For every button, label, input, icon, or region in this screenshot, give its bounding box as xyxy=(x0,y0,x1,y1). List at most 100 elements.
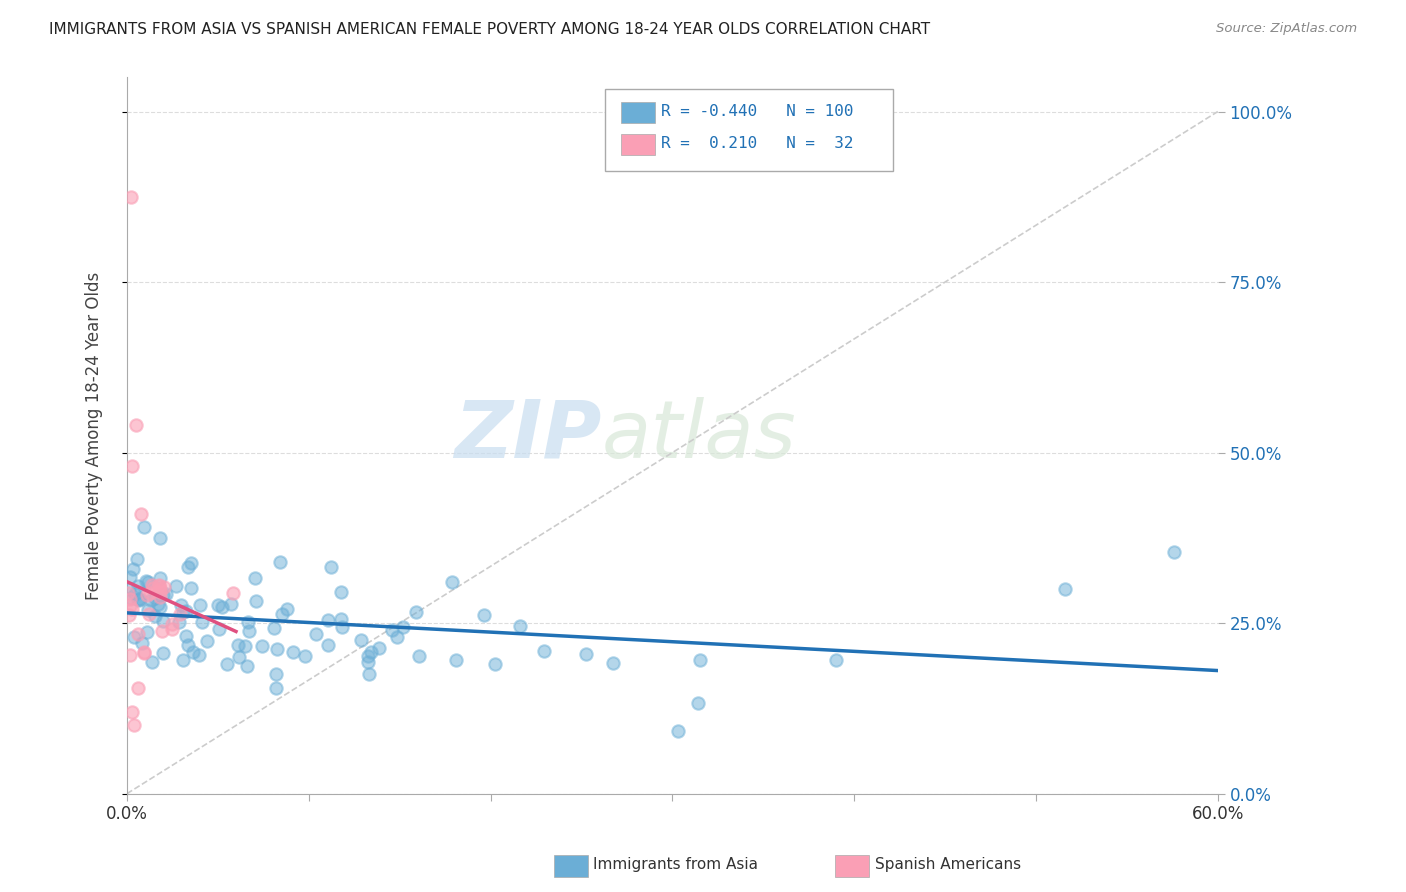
Point xyxy=(233,639,256,653)
Point xyxy=(221,598,243,612)
Point xyxy=(121,705,143,719)
Point xyxy=(441,574,464,589)
Point xyxy=(149,531,172,545)
Text: atlas: atlas xyxy=(602,397,796,475)
Point xyxy=(266,642,288,657)
Point xyxy=(152,588,174,602)
Point xyxy=(236,615,259,630)
Point xyxy=(143,591,166,605)
Point xyxy=(332,620,354,634)
Point xyxy=(270,607,292,621)
Text: ZIP: ZIP xyxy=(454,397,602,475)
Point xyxy=(367,641,389,656)
Point xyxy=(170,598,193,612)
Point xyxy=(136,602,159,616)
Point xyxy=(122,718,145,732)
Point xyxy=(197,633,219,648)
Point xyxy=(575,648,598,662)
Point xyxy=(127,626,149,640)
Point xyxy=(118,648,141,662)
Point xyxy=(143,609,166,624)
Point xyxy=(150,624,173,639)
Point xyxy=(1054,582,1077,596)
Point xyxy=(138,607,160,621)
Point xyxy=(165,579,187,593)
Point xyxy=(444,653,467,667)
Point xyxy=(153,580,176,594)
Point xyxy=(155,587,177,601)
Point xyxy=(281,645,304,659)
Point xyxy=(121,562,143,576)
Point xyxy=(125,418,148,433)
Point xyxy=(177,638,200,652)
Point xyxy=(350,633,373,648)
Point xyxy=(276,601,298,615)
Point xyxy=(250,639,273,653)
Point xyxy=(329,585,352,599)
Point xyxy=(222,586,245,600)
Point xyxy=(117,586,139,600)
Point xyxy=(136,588,159,602)
Point xyxy=(118,599,141,614)
Point xyxy=(162,617,184,632)
Point xyxy=(177,560,200,574)
Point xyxy=(294,648,316,663)
Point xyxy=(172,653,194,667)
Point xyxy=(124,630,146,644)
Point xyxy=(263,621,285,635)
Point xyxy=(120,591,142,605)
Point xyxy=(304,626,326,640)
Point xyxy=(120,190,142,204)
Text: Source: ZipAtlas.com: Source: ZipAtlas.com xyxy=(1216,22,1357,36)
Point xyxy=(188,598,211,612)
Point xyxy=(132,520,155,534)
Point xyxy=(131,635,153,649)
Point xyxy=(266,681,288,695)
Point xyxy=(215,657,238,671)
Point xyxy=(148,579,170,593)
Point xyxy=(387,631,409,645)
Point xyxy=(357,656,380,670)
Point xyxy=(121,459,143,474)
Point xyxy=(149,585,172,599)
Point xyxy=(142,582,165,596)
Point xyxy=(472,607,495,622)
Point xyxy=(127,579,149,593)
Point xyxy=(405,605,427,619)
Point xyxy=(180,581,202,595)
Text: Immigrants from Asia: Immigrants from Asia xyxy=(593,857,758,871)
Text: R = -0.440   N = 100: R = -0.440 N = 100 xyxy=(661,104,853,119)
Point xyxy=(128,593,150,607)
Point xyxy=(181,645,204,659)
Point xyxy=(357,648,380,663)
Point xyxy=(121,601,143,615)
Point xyxy=(360,645,382,659)
Point xyxy=(245,594,267,608)
Point xyxy=(318,638,340,652)
Point xyxy=(180,556,202,570)
Point xyxy=(329,612,352,626)
Point xyxy=(190,615,212,630)
Point xyxy=(160,622,183,636)
Point xyxy=(125,551,148,566)
Point xyxy=(132,645,155,659)
Point xyxy=(120,591,142,606)
Point xyxy=(207,598,229,612)
Point xyxy=(264,666,287,681)
Point xyxy=(141,578,163,592)
Point xyxy=(226,638,249,652)
Point xyxy=(141,655,163,669)
Point xyxy=(174,629,197,643)
Point xyxy=(211,599,233,614)
Point xyxy=(132,646,155,660)
Point xyxy=(152,647,174,661)
Point xyxy=(172,605,194,619)
Point xyxy=(146,597,169,611)
Point xyxy=(188,648,211,662)
Point xyxy=(825,653,848,667)
Point xyxy=(152,615,174,629)
Point xyxy=(408,649,430,664)
Y-axis label: Female Poverty Among 18-24 Year Olds: Female Poverty Among 18-24 Year Olds xyxy=(86,271,103,599)
Point xyxy=(381,623,404,637)
Point xyxy=(127,591,149,606)
